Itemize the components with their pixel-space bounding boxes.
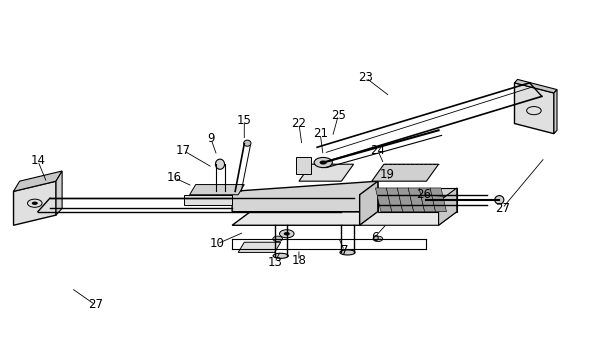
Text: 22: 22 <box>292 117 306 130</box>
Polygon shape <box>190 185 244 195</box>
Polygon shape <box>419 188 436 212</box>
Text: 19: 19 <box>379 168 395 181</box>
Text: 9: 9 <box>207 132 215 145</box>
Polygon shape <box>397 188 414 212</box>
Circle shape <box>279 230 294 238</box>
Text: 23: 23 <box>358 71 373 84</box>
Polygon shape <box>360 212 457 225</box>
Polygon shape <box>184 195 232 205</box>
Polygon shape <box>408 188 425 212</box>
Circle shape <box>320 160 327 165</box>
Text: 24: 24 <box>370 144 386 157</box>
Text: 18: 18 <box>292 254 306 267</box>
Polygon shape <box>514 79 557 93</box>
Text: 25: 25 <box>331 108 346 121</box>
Text: 21: 21 <box>313 127 328 140</box>
Polygon shape <box>232 212 378 225</box>
Polygon shape <box>239 242 281 252</box>
Polygon shape <box>13 181 56 225</box>
Polygon shape <box>514 83 554 134</box>
Text: 14: 14 <box>30 154 45 167</box>
Ellipse shape <box>215 159 224 169</box>
Polygon shape <box>360 181 378 225</box>
Polygon shape <box>375 188 392 212</box>
Text: 27: 27 <box>88 299 103 312</box>
Circle shape <box>314 157 332 168</box>
Text: 26: 26 <box>416 188 431 201</box>
Text: 17: 17 <box>176 144 191 157</box>
Ellipse shape <box>495 196 504 204</box>
Text: 6: 6 <box>371 231 379 244</box>
Polygon shape <box>430 188 447 212</box>
Ellipse shape <box>243 140 251 146</box>
Text: 16: 16 <box>167 171 182 184</box>
Ellipse shape <box>273 253 289 258</box>
Polygon shape <box>386 188 403 212</box>
Text: 7: 7 <box>341 244 348 257</box>
Polygon shape <box>299 164 354 181</box>
Text: 27: 27 <box>495 202 510 215</box>
Polygon shape <box>296 157 311 174</box>
Polygon shape <box>554 90 557 134</box>
Text: 15: 15 <box>237 114 252 127</box>
Circle shape <box>32 201 38 205</box>
Polygon shape <box>13 171 62 192</box>
Polygon shape <box>56 171 62 215</box>
Polygon shape <box>378 188 457 212</box>
Text: 13: 13 <box>267 256 282 269</box>
Circle shape <box>273 236 282 241</box>
Polygon shape <box>232 181 378 212</box>
Circle shape <box>373 236 382 241</box>
Circle shape <box>284 232 290 235</box>
Polygon shape <box>439 188 457 225</box>
Text: 10: 10 <box>209 237 224 250</box>
Polygon shape <box>371 164 439 181</box>
Ellipse shape <box>340 250 355 255</box>
